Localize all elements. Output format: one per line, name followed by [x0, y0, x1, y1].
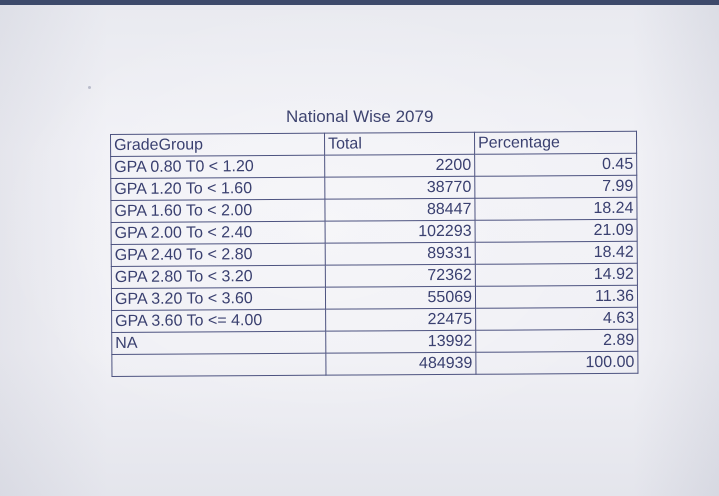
- table-header-row: GradeGroup Total Percentage: [110, 131, 637, 157]
- cell-percentage: 0.45: [474, 153, 637, 177]
- table-row: GPA 0.80 T0 < 1.20 2200 0.45: [110, 153, 637, 179]
- cell-grade: GPA 3.60 To <= 4.00: [111, 309, 326, 333]
- cell-grade: GPA 3.20 To < 3.60: [111, 287, 326, 311]
- cell-grade: GPA 2.80 To < 3.20: [111, 265, 326, 289]
- cell-percentage: 7.99: [474, 175, 637, 199]
- cell-total: 2200: [324, 154, 475, 178]
- table-row: GPA 2.40 To < 2.80 89331 18.42: [111, 241, 638, 267]
- cell-percentage: 14.92: [475, 263, 638, 287]
- document-title: National Wise 2079: [286, 107, 434, 126]
- cell-grade: GPA 1.20 To < 1.60: [110, 177, 325, 201]
- cell-total: 22475: [325, 308, 476, 332]
- table-row: GPA 2.00 To < 2.40 102293 21.09: [111, 219, 638, 245]
- cell-grade: GPA 2.40 To < 2.80: [111, 243, 326, 267]
- cell-percentage: 18.42: [475, 241, 638, 265]
- cell-percentage: 2.89: [475, 329, 638, 353]
- cell-grade: GPA 2.00 To < 2.40: [111, 221, 326, 245]
- cell-total: 102293: [325, 220, 476, 244]
- cell-grade: GPA 0.80 T0 < 1.20: [110, 155, 325, 179]
- cell-percentage: 21.09: [475, 219, 638, 243]
- cell-percentage: 18.24: [474, 197, 638, 221]
- table-row: GPA 3.60 To <= 4.00 22475 4.63: [111, 307, 638, 333]
- header-percentage: Percentage: [474, 131, 637, 155]
- cell-total: 89331: [325, 242, 476, 266]
- cell-total: 38770: [324, 176, 475, 200]
- table-row: NA 13992 2.89: [111, 329, 638, 355]
- cell-grade: NA: [111, 331, 326, 355]
- paper-sheet: [0, 5, 719, 496]
- cell-total: 88447: [324, 198, 476, 222]
- cell-total: 55069: [325, 286, 476, 310]
- cell-total-percentage: 100.00: [475, 351, 638, 375]
- cell-grade: GPA 1.60 To < 2.00: [110, 199, 326, 223]
- table-row: GPA 3.20 To < 3.60 55069 11.36: [111, 285, 638, 311]
- cell-total: 72362: [325, 264, 476, 288]
- grade-table: GradeGroup Total Percentage GPA 0.80 T0 …: [110, 131, 638, 377]
- cell-percentage: 11.36: [475, 285, 638, 309]
- cell-percentage: 4.63: [475, 307, 638, 331]
- table-row: GPA 2.80 To < 3.20 72362 14.92: [111, 263, 638, 289]
- cell-grand-total: 484939: [325, 352, 476, 376]
- cell-grade: [111, 353, 326, 377]
- cell-total: 13992: [325, 330, 476, 354]
- table-row: GPA 1.20 To < 1.60 38770 7.99: [110, 175, 637, 201]
- header-grade-group: GradeGroup: [110, 133, 325, 157]
- header-total: Total: [324, 132, 475, 156]
- top-edge-strip: [0, 0, 719, 5]
- table-row: GPA 1.60 To < 2.00 88447 18.24: [110, 197, 638, 223]
- table-total-row: 484939 100.00: [111, 351, 638, 377]
- paper-speck: [88, 86, 91, 89]
